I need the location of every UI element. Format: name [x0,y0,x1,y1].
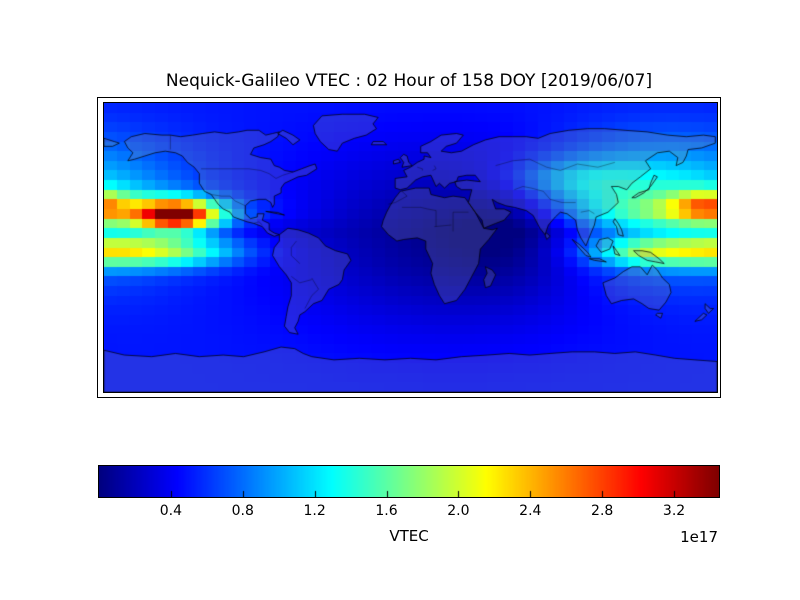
vtec-heatmap-canvas [103,102,718,393]
colorbar-canvas [98,465,720,498]
colorbar-tick-label: 2.0 [447,503,470,519]
colorbar-tick-label: 2.8 [591,503,614,519]
colorbar-tick-label: 2.4 [519,503,542,519]
colorbar-tick-label: 0.4 [159,503,183,519]
chart-title: Nequick-Galileo VTEC : 02 Hour of 158 DO… [165,71,653,91]
colorbar-offset-text: 1e17 [680,528,718,546]
colorbar-tick-label: 1.6 [375,503,398,519]
colorbar-tick-label: 0.8 [231,503,254,519]
colorbar-label: VTEC [389,527,429,545]
colorbar-tick-labels: 0.4 0.8 1.2 1.6 2.0 2.4 2.8 3.2 [99,503,719,521]
colorbar-tick-label: 1.2 [303,503,326,519]
colorbar-tick-label: 3.2 [662,503,686,519]
